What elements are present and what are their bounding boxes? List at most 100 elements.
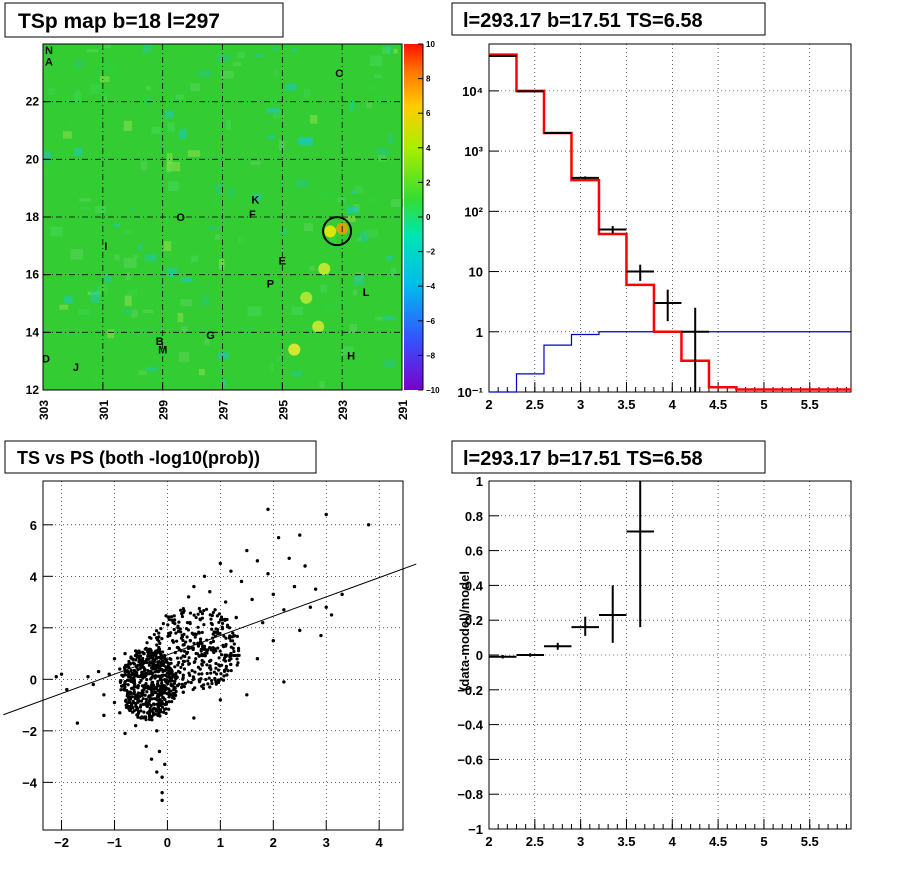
map-texture-cell	[145, 86, 152, 91]
residual-y-tick-label: −0.6	[457, 752, 483, 767]
scatter-point	[148, 654, 152, 658]
scatter-point	[207, 676, 211, 680]
map-texture-cell	[221, 379, 226, 387]
scatter-point	[156, 660, 160, 664]
scatter-point	[201, 644, 205, 648]
scatter-point	[163, 657, 168, 662]
map-x-tick-label: 303	[37, 400, 51, 420]
scatter-point	[172, 674, 177, 678]
scatter-point	[172, 681, 177, 686]
residual-y-tick-label: 0.4	[465, 578, 484, 593]
scatter-point	[208, 613, 212, 617]
map-region-label: A	[45, 56, 53, 68]
scatter-point	[150, 690, 154, 694]
map-texture-cell	[375, 316, 384, 321]
scatter-point	[208, 590, 212, 594]
scatter-point	[176, 663, 180, 667]
scatter-point	[319, 633, 323, 638]
scatter-point	[134, 658, 138, 662]
scatter-point	[211, 639, 216, 643]
map-texture-cell	[74, 60, 83, 69]
scatter-point	[149, 649, 153, 653]
scatter-point	[185, 621, 190, 625]
map-texture-cell	[130, 208, 135, 213]
scatter-point	[122, 688, 126, 692]
scatter-point	[298, 533, 302, 537]
scatter-point	[146, 654, 150, 658]
scatter-point	[224, 636, 228, 640]
map-texture-cell	[274, 69, 279, 77]
scatter-point	[229, 569, 233, 573]
scatter-point	[187, 671, 191, 675]
map-region-label: N	[45, 45, 53, 57]
scatter-point	[232, 649, 236, 654]
scatter-point	[235, 634, 239, 638]
scatter-point	[191, 678, 195, 682]
map-texture-cell	[291, 48, 298, 53]
map-texture-cell	[142, 309, 154, 314]
scatter-point	[153, 712, 158, 716]
map-texture-cell	[367, 196, 381, 204]
scatter-point	[136, 691, 140, 695]
map-texture-cell	[166, 153, 173, 164]
map-texture-cell	[352, 289, 358, 296]
scatter-point	[158, 697, 162, 702]
scatter-point	[220, 663, 224, 667]
scatter-point	[128, 708, 132, 713]
map-texture-cell	[151, 126, 161, 135]
map-texture-cell	[267, 135, 275, 139]
scatter-point	[198, 618, 202, 622]
scatter-point	[131, 680, 135, 684]
colorbar	[404, 44, 423, 390]
scatter-point	[112, 700, 117, 705]
scatter-point	[131, 699, 135, 703]
map-texture-cell	[336, 298, 348, 306]
scatter-point	[157, 669, 161, 673]
scatter-point	[234, 615, 238, 620]
scatter-point	[186, 680, 190, 684]
map-texture-cell	[265, 108, 280, 113]
map-texture-cell	[248, 268, 258, 273]
residual-x-tick-label: 2.5	[526, 834, 544, 849]
scatter-point	[213, 608, 217, 612]
map-texture-cell	[72, 67, 78, 73]
scatter-point	[156, 713, 160, 718]
scatter-point	[123, 651, 127, 656]
scatter-point	[203, 654, 207, 658]
scatter-point	[194, 615, 198, 620]
map-texture-cell	[291, 306, 304, 316]
scatter-point	[133, 723, 138, 728]
residual-y-axis-label: (data-model)/model	[457, 571, 472, 691]
scatter-x-tick-label: −1	[107, 835, 122, 850]
scatter-point	[180, 614, 185, 619]
scatter-point	[160, 637, 164, 641]
scatter-point	[169, 689, 173, 693]
map-texture-cell	[386, 255, 393, 261]
scatter-point	[216, 632, 220, 636]
scatter-point	[181, 673, 185, 677]
scatter-point	[224, 642, 228, 647]
scatter-point	[124, 698, 128, 702]
map-texture-cell	[382, 315, 396, 321]
scatter-point	[181, 662, 185, 667]
scatter-point	[155, 643, 159, 647]
scatter-y-tick-label: 6	[30, 518, 37, 533]
scatter-point	[329, 613, 334, 617]
map-texture-cell	[349, 100, 354, 111]
scatter-point	[175, 656, 180, 660]
scatter-point	[129, 702, 134, 706]
map-texture-cell	[100, 44, 112, 48]
scatter-point	[210, 627, 214, 631]
scatter-point	[142, 684, 146, 688]
map-texture-cell	[123, 120, 132, 131]
map-texture-cell	[228, 187, 234, 198]
colorbar-tick-label: −2	[426, 248, 436, 257]
map-texture-cell	[359, 232, 369, 242]
scatter-point	[180, 633, 184, 638]
scatter-point	[226, 669, 230, 673]
map-texture-cell	[79, 181, 87, 188]
scatter-point	[202, 623, 206, 627]
scatter-point	[152, 702, 156, 706]
scatter-point	[180, 682, 184, 686]
